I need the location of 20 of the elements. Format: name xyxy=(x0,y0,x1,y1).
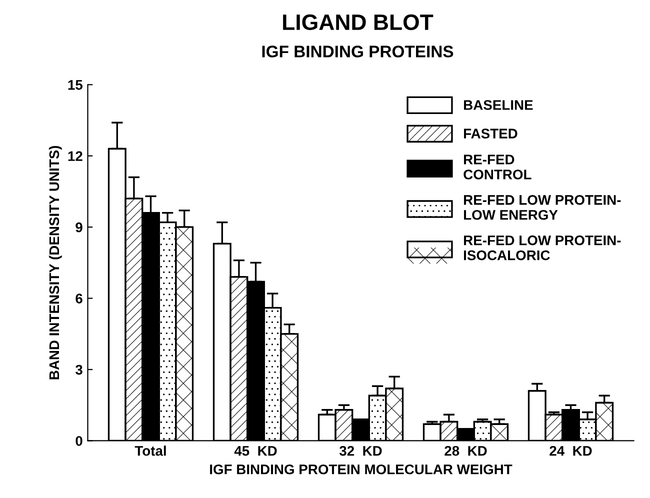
x-tick-label: 28 KD xyxy=(444,446,487,456)
legend-label: RE-FED LOW PROTEIN- LOW ENERGY xyxy=(464,195,621,220)
y-tick-label: 12 xyxy=(68,151,82,161)
legend-label: BASELINE xyxy=(464,100,533,110)
chart-title: LIGAND BLOT xyxy=(283,14,434,30)
y-tick-label: 3 xyxy=(75,364,82,375)
x-tick-label: 32 KD xyxy=(339,446,382,456)
x-axis-title: IGF BINDING PROTEIN MOLECULAR WEIGHT xyxy=(210,464,512,474)
y-tick-label: 15 xyxy=(68,80,83,90)
x-tick-label: 45 KD xyxy=(234,446,277,456)
y-tick-label: 0 xyxy=(76,436,82,446)
x-tick-label: 24 KD xyxy=(550,446,592,456)
y-tick-label: 6 xyxy=(76,294,82,304)
legend-label: FASTED xyxy=(464,128,518,138)
legend-label: RE-FED LOW PROTEIN- ISOCALORIC xyxy=(464,235,621,260)
y-tick-label: 9 xyxy=(76,222,82,232)
legend-label: RE-FED CONTROL xyxy=(464,154,532,180)
chart-subtitle: IGF BINDING PROTEINS xyxy=(262,46,454,58)
x-tick-label: Total xyxy=(134,446,166,456)
y-axis-title: BAND INTENSITY (DENSITY UNITS) xyxy=(48,146,62,380)
